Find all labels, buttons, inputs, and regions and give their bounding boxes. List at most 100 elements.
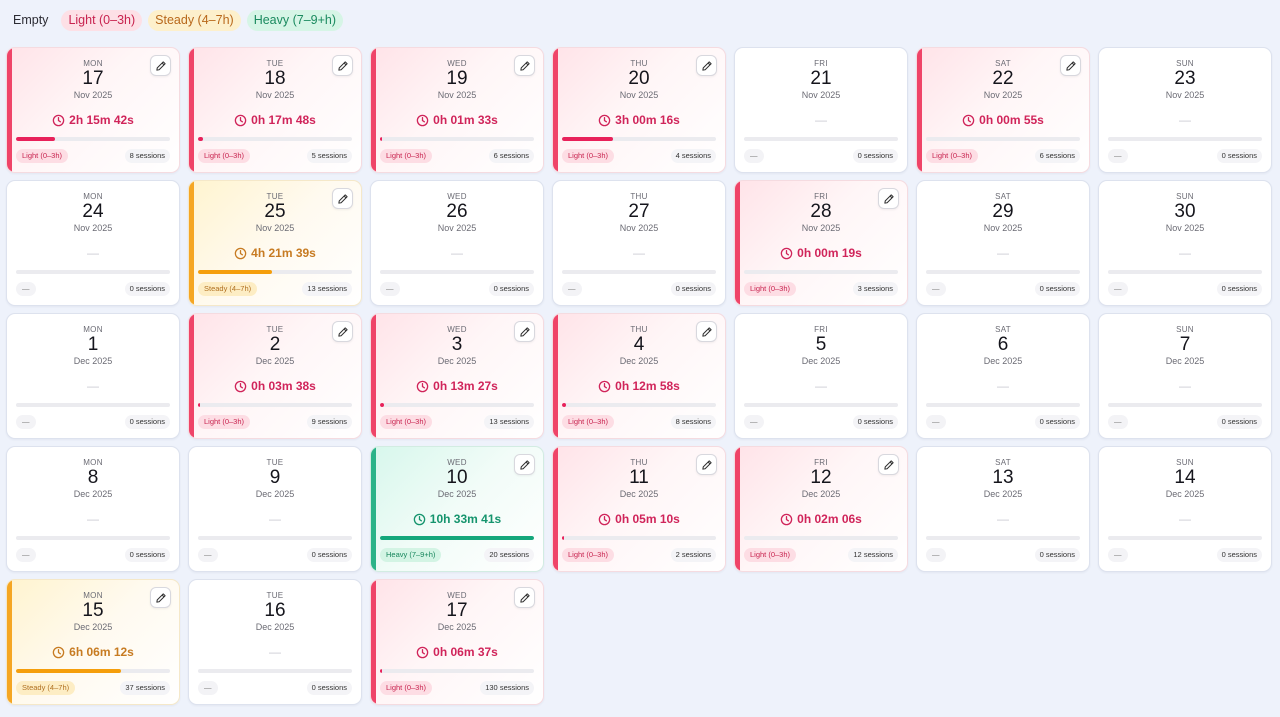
intensity-tag: Light (0–3h) [198,149,251,163]
day-card-dec-8[interactable]: MON 8 Dec 2025 — — 0 sessions [6,446,180,572]
day-card-nov-22[interactable]: SAT 22 Nov 2025 0h 00m 55s Light (0–3h) … [916,47,1090,173]
duration-text: 0h 02m 06s [797,512,862,526]
day-card-nov-25[interactable]: TUE 25 Nov 2025 4h 21m 39s Steady (4–7h)… [188,180,362,306]
day-card-dec-3[interactable]: WED 3 Dec 2025 0h 13m 27s Light (0–3h) 1… [370,313,544,439]
duration: — [7,512,179,526]
day-number: 5 [815,334,827,355]
day-of-week: MON [83,59,103,68]
duration: — [7,246,179,260]
progress-bar [926,403,1080,407]
intensity-stripe [553,314,558,438]
intensity-stripe [917,48,922,172]
progress-fill [380,669,383,673]
edit-button[interactable] [514,55,535,76]
day-card-dec-2[interactable]: TUE 2 Dec 2025 0h 03m 38s Light (0–3h) 9… [188,313,362,439]
card-footer: Light (0–3h) 4 sessions [562,149,716,163]
day-card-nov-23[interactable]: SUN 23 Nov 2025 — — 0 sessions [1098,47,1272,173]
card-footer: — 0 sessions [744,415,898,429]
day-card-dec-15[interactable]: MON 15 Dec 2025 6h 06m 12s Steady (4–7h)… [6,579,180,705]
day-card-nov-21[interactable]: FRI 21 Nov 2025 — — 0 sessions [734,47,908,173]
day-card-dec-10[interactable]: WED 10 Dec 2025 10h 33m 41s Heavy (7–9+h… [370,446,544,572]
progress-bar [926,137,1080,141]
progress-fill [198,137,203,141]
duration-text: — [1179,113,1191,127]
day-card-dec-1[interactable]: MON 1 Dec 2025 — — 0 sessions [6,313,180,439]
edit-button[interactable] [332,55,353,76]
day-card-nov-30[interactable]: SUN 30 Nov 2025 — — 0 sessions [1098,180,1272,306]
card-footer: Light (0–3h) 6 sessions [380,149,534,163]
month-year: Nov 2025 [73,90,113,100]
edit-button[interactable] [878,454,899,475]
duration-text: 0h 05m 10s [615,512,680,526]
session-count: 6 sessions [488,149,534,163]
day-card-dec-7[interactable]: SUN 7 Dec 2025 — — 0 sessions [1098,313,1272,439]
day-card-nov-24[interactable]: MON 24 Nov 2025 — — 0 sessions [6,180,180,306]
day-card-dec-6[interactable]: SAT 6 Dec 2025 — — 0 sessions [916,313,1090,439]
day-card-nov-29[interactable]: SAT 29 Nov 2025 — — 0 sessions [916,180,1090,306]
edit-button[interactable] [150,587,171,608]
month-year: Dec 2025 [437,622,477,632]
duration: 0h 12m 58s [553,379,725,393]
session-count: 0 sessions [1034,282,1080,296]
day-of-week: TUE [266,591,284,600]
duration-text: — [997,379,1009,393]
day-card-nov-26[interactable]: WED 26 Nov 2025 — — 0 sessions [370,180,544,306]
day-number: 26 [446,201,468,222]
day-card-dec-16[interactable]: TUE 16 Dec 2025 — — 0 sessions [188,579,362,705]
progress-bar [926,536,1080,540]
progress-fill [562,137,613,141]
edit-button[interactable] [696,454,717,475]
day-card-dec-17[interactable]: WED 17 Dec 2025 0h 06m 37s Light (0–3h) … [370,579,544,705]
edit-button[interactable] [514,454,535,475]
duration: — [7,379,179,393]
edit-button[interactable] [150,55,171,76]
progress-bar [198,669,352,673]
progress-bar [1108,270,1262,274]
edit-button[interactable] [514,587,535,608]
duration: — [735,113,907,127]
day-card-dec-12[interactable]: FRI 12 Dec 2025 0h 02m 06s Light (0–3h) … [734,446,908,572]
day-card-dec-14[interactable]: SUN 14 Dec 2025 — — 0 sessions [1098,446,1272,572]
session-count: 13 sessions [302,282,352,296]
intensity-stripe [371,314,376,438]
intensity-tag: Light (0–3h) [926,149,979,163]
duration-text: 6h 06m 12s [69,645,134,659]
day-card-nov-20[interactable]: THU 20 Nov 2025 3h 00m 16s Light (0–3h) … [552,47,726,173]
clock-icon [413,513,426,525]
progress-fill [380,137,383,141]
day-card-dec-4[interactable]: THU 4 Dec 2025 0h 12m 58s Light (0–3h) 8… [552,313,726,439]
edit-button[interactable] [878,188,899,209]
day-card-dec-9[interactable]: TUE 9 Dec 2025 — — 0 sessions [188,446,362,572]
session-count: 0 sessions [306,548,352,562]
duration: 4h 21m 39s [189,246,361,260]
day-card-dec-13[interactable]: SAT 13 Dec 2025 — — 0 sessions [916,446,1090,572]
progress-fill [198,403,201,407]
day-card-nov-17[interactable]: MON 17 Nov 2025 2h 15m 42s Light (0–3h) … [6,47,180,173]
intensity-tag: — [198,681,218,695]
month-year: Nov 2025 [619,223,659,233]
day-card-dec-5[interactable]: FRI 5 Dec 2025 — — 0 sessions [734,313,908,439]
calendar-grid: MON 17 Nov 2025 2h 15m 42s Light (0–3h) … [6,47,1272,705]
edit-button[interactable] [332,321,353,342]
month-year: Dec 2025 [801,356,841,366]
edit-button[interactable] [696,321,717,342]
day-card-nov-27[interactable]: THU 27 Nov 2025 — — 0 sessions [552,180,726,306]
card-footer: Light (0–3h) 12 sessions [744,548,898,562]
duration: 0h 00m 55s [917,113,1089,127]
progress-bar [16,669,170,673]
edit-button[interactable] [332,188,353,209]
edit-button[interactable] [696,55,717,76]
day-card-nov-28[interactable]: FRI 28 Nov 2025 0h 00m 19s Light (0–3h) … [734,180,908,306]
day-of-week: THU [630,192,648,201]
progress-bar [562,536,716,540]
session-count: 3 sessions [852,282,898,296]
clock-icon [780,247,793,259]
card-footer: — 0 sessions [926,548,1080,562]
intensity-tag: — [744,149,764,163]
edit-button[interactable] [514,321,535,342]
duration: — [917,246,1089,260]
day-card-nov-19[interactable]: WED 19 Nov 2025 0h 01m 33s Light (0–3h) … [370,47,544,173]
day-card-dec-11[interactable]: THU 11 Dec 2025 0h 05m 10s Light (0–3h) … [552,446,726,572]
edit-button[interactable] [1060,55,1081,76]
day-card-nov-18[interactable]: TUE 18 Nov 2025 0h 17m 48s Light (0–3h) … [188,47,362,173]
